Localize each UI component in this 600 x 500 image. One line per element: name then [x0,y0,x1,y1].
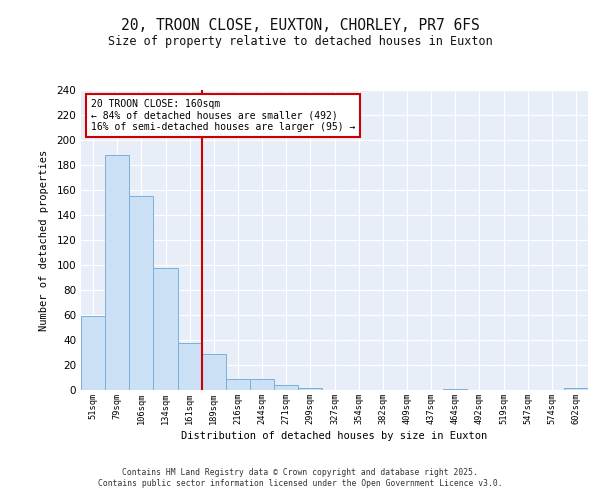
Bar [81,316,105,390]
Bar [564,388,588,390]
X-axis label: Distribution of detached houses by size in Euxton: Distribution of detached houses by size … [181,431,488,441]
Bar [178,342,202,390]
Bar [105,155,129,390]
Bar [129,196,154,390]
Bar [250,379,274,390]
Bar [226,379,250,390]
Text: 20, TROON CLOSE, EUXTON, CHORLEY, PR7 6FS: 20, TROON CLOSE, EUXTON, CHORLEY, PR7 6F… [121,18,479,32]
Bar [154,268,178,390]
Bar [298,388,322,390]
Bar [443,389,467,390]
Text: Size of property relative to detached houses in Euxton: Size of property relative to detached ho… [107,35,493,48]
Bar [202,354,226,390]
Text: 20 TROON CLOSE: 160sqm
← 84% of detached houses are smaller (492)
16% of semi-de: 20 TROON CLOSE: 160sqm ← 84% of detached… [91,99,356,132]
Y-axis label: Number of detached properties: Number of detached properties [40,150,49,330]
Bar [274,385,298,390]
Text: Contains HM Land Registry data © Crown copyright and database right 2025.
Contai: Contains HM Land Registry data © Crown c… [98,468,502,487]
